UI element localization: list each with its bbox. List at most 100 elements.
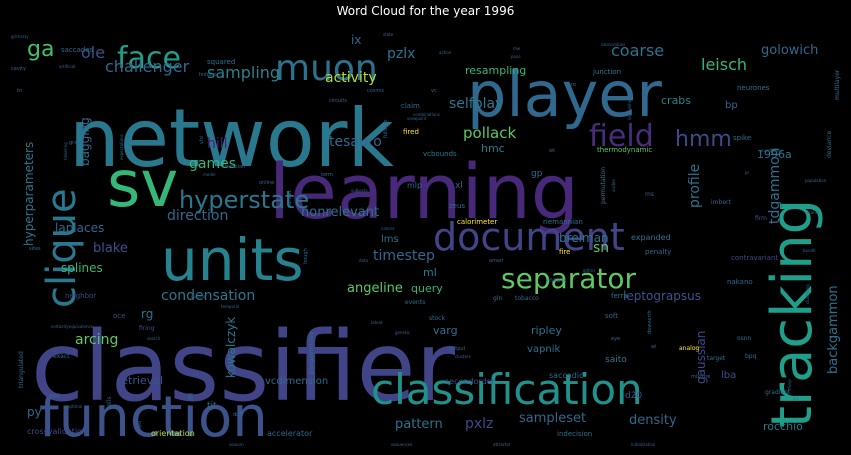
word-clustering: clustering	[805, 284, 810, 304]
word-resampling: resampling	[465, 64, 526, 77]
word-bagging: bagging	[78, 117, 92, 166]
word-wt: wt	[549, 148, 555, 154]
word-gaussian: gaussian	[694, 331, 708, 384]
word-contravariant: contravariant	[731, 254, 778, 262]
chart-title: Word Cloud for the year 1996	[336, 4, 515, 18]
word-vcdimension: vcdimension	[265, 376, 328, 387]
word-rg: rg	[141, 307, 153, 321]
word-bandit: bandit	[803, 248, 816, 253]
word-orientation: orientation	[151, 429, 195, 438]
word-ro: ro	[571, 82, 576, 88]
word-events: events	[405, 299, 425, 306]
word-cloud-frame: classifier network learning player units…	[11, 28, 843, 446]
word-data: data	[359, 258, 369, 263]
word-gln: gln	[493, 295, 502, 302]
word-output: output	[449, 346, 466, 352]
word-temporal: temporal	[221, 304, 239, 309]
word-claim: claim	[401, 102, 420, 110]
word-online: online	[259, 180, 274, 186]
word-deviance: deviance	[826, 131, 833, 158]
word-splines: splines	[61, 261, 103, 275]
word-units: units	[161, 226, 304, 294]
word-vcbounds: vcbounds	[423, 150, 457, 158]
word-laplaces: laplaces	[55, 221, 104, 235]
word-clique: clique	[39, 188, 85, 308]
word-xl: xl	[455, 181, 463, 191]
word-hidden: hidden	[199, 72, 216, 78]
word-cavity: cavity	[11, 66, 26, 72]
word-muon: muon	[275, 48, 378, 89]
word-cosmic: cosmic	[367, 88, 385, 94]
word-hyperstate: hyperstate	[179, 186, 309, 214]
word-hyperparameters: hyperparameters	[22, 142, 36, 246]
word-player: player	[467, 58, 662, 131]
word-ripley: ripley	[531, 324, 562, 337]
word-hmm: hmm	[675, 127, 732, 152]
word-secondorder: secondorder	[445, 377, 496, 386]
word-grimasty: grimasty	[11, 34, 29, 39]
word-matrix: matrix	[547, 277, 567, 284]
word-dunmur: dunmur	[191, 294, 207, 299]
word-breiman: breiman	[559, 231, 609, 245]
word-latent: latent	[371, 320, 383, 325]
word-riemannian: riemannian	[543, 218, 583, 226]
word-graph: graph	[69, 140, 84, 146]
word-circuits: circuits	[329, 98, 347, 104]
word-loglikelihood: loglikelihood	[627, 94, 632, 120]
word-sampling: sampling	[207, 63, 280, 82]
word-games: games	[189, 156, 236, 172]
word-expectations: expectations	[119, 134, 124, 160]
word-gradient: gradient	[765, 389, 791, 396]
word-bp: bp	[725, 100, 738, 111]
word-subjects: subjects	[351, 188, 368, 193]
word-density: density	[629, 413, 677, 428]
word-py: py	[27, 405, 42, 419]
word-ix: ix	[351, 33, 361, 47]
word-paugammoisy: paugammoisy	[308, 331, 315, 374]
word-pxlz: pxlz	[465, 416, 493, 432]
word-vlsi: vlsi	[199, 136, 205, 144]
word-neurones: neurones	[737, 84, 770, 92]
word-tracking[interactable]: tracking	[760, 199, 825, 428]
word-attractor: attractor	[493, 442, 511, 446]
word-crossvalidation: crossvalidation	[27, 427, 87, 436]
word-junction: junction	[592, 68, 621, 76]
word-penalty: penalty	[645, 248, 671, 256]
word-varg: varg	[433, 324, 458, 337]
word-saccades: saccades	[61, 46, 94, 54]
word-firing: firing	[139, 325, 155, 332]
word-model: model	[203, 172, 215, 177]
word-1996a: 1996a	[757, 148, 792, 161]
word-selfplay: selfplay	[449, 96, 503, 112]
word-thermodynamic: thermodynamic	[597, 146, 652, 154]
word-spike: spike	[733, 134, 751, 142]
word-rocchio: rocchio	[763, 420, 803, 433]
word-query: query	[411, 282, 443, 295]
word-leptograpsus: leptograpsus	[623, 289, 701, 303]
word-expanded: expanded	[631, 233, 671, 242]
word-sv: sv	[107, 148, 178, 222]
word-profile: profile	[687, 164, 703, 208]
word-nonrelevant: nonrelevant	[301, 205, 379, 220]
word-permutation: permutation	[600, 167, 607, 204]
word-hebbian: hebbian	[225, 164, 245, 170]
word-arcing: arcing	[75, 332, 118, 348]
word-hill: hill	[207, 136, 228, 152]
word-pollack: pollack	[463, 124, 516, 142]
word-mw: mw	[513, 46, 521, 51]
word-sequences: sequences	[391, 442, 412, 446]
word-kowalczyk: kowalczyk	[224, 317, 238, 378]
word-exact: exact	[53, 353, 70, 360]
word-tjt: tjt	[207, 401, 217, 411]
word-d20: d20	[625, 391, 642, 401]
word-activity: activity	[325, 70, 377, 86]
word-wi: wi	[651, 344, 656, 350]
word-thorp: thorp	[787, 379, 792, 390]
word-osnn: osnn	[737, 335, 752, 342]
word-imbert: imbert	[711, 199, 731, 206]
word-squared: squared	[207, 58, 235, 66]
word-ml: ml	[423, 266, 437, 279]
word-cloud: classifier network learning player units…	[11, 32, 841, 446]
word-face: face	[117, 41, 181, 76]
word-stock: stock	[429, 315, 445, 322]
